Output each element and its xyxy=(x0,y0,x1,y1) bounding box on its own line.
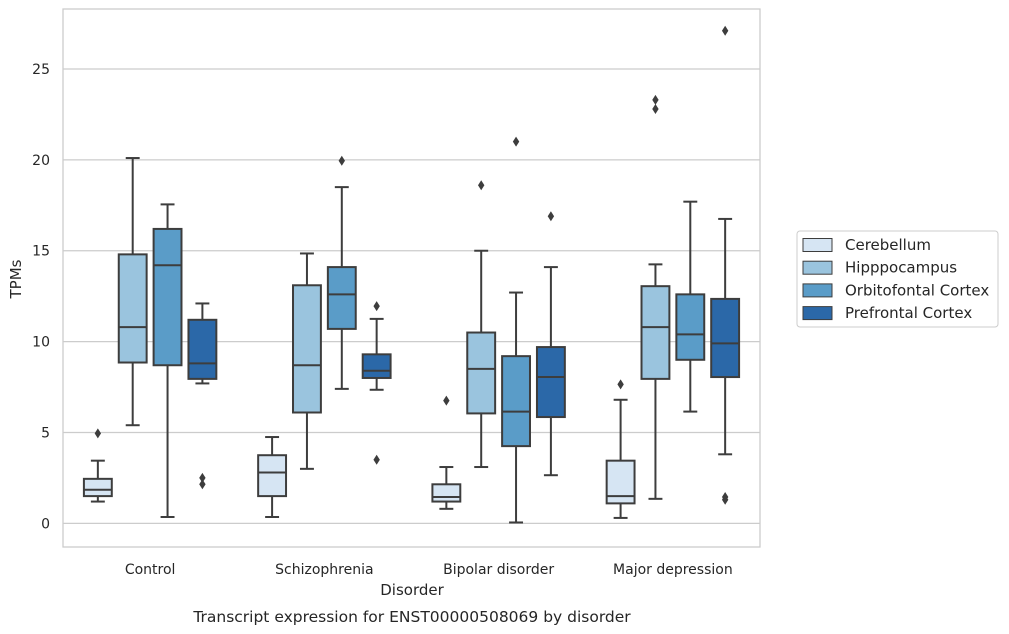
box-iqr xyxy=(117,253,148,364)
box-iqr xyxy=(501,355,531,448)
box-iqr xyxy=(710,297,741,379)
legend-swatch xyxy=(802,283,833,298)
box-iqr xyxy=(326,266,357,330)
box-iqr xyxy=(640,285,671,380)
y-tick-label: 15 xyxy=(32,244,50,260)
x-tick-label: Major depression xyxy=(613,562,733,578)
box-plot-series xyxy=(82,25,741,524)
x-tick-labels: Control Schizophrenia Bipolar disorder Majo… xyxy=(125,562,733,578)
legend-label: Cerebellum xyxy=(845,236,931,254)
outlier-point xyxy=(373,301,380,312)
x-tick-label: Bipolar disorder xyxy=(443,562,554,578)
outlier-point xyxy=(547,211,555,222)
plot-frame xyxy=(62,8,761,548)
box-iqr xyxy=(361,353,392,379)
series-group xyxy=(117,94,671,500)
outlier-point xyxy=(512,136,520,147)
legend-swatch xyxy=(802,306,833,321)
legend-item: Hipppocampus xyxy=(802,259,957,277)
y-tick-label: 25 xyxy=(32,62,50,78)
outlier-point xyxy=(478,180,485,191)
outlier-point xyxy=(721,25,729,36)
box-iqr xyxy=(187,318,218,380)
outlier-point xyxy=(652,103,659,114)
box-iqr xyxy=(82,477,113,498)
outlier-point xyxy=(338,155,345,166)
chart-caption: Transcript expression for ENST0000050806… xyxy=(192,608,631,626)
y-tick-label: 20 xyxy=(32,153,50,169)
y-tick-labels: 0 5 10 15 20 25 xyxy=(32,62,50,532)
legend-item: Prefrontal Cortex xyxy=(802,304,972,322)
legend: Cerebellum Hipppocampus Orbitofontal Corte… xyxy=(796,230,999,328)
outlier-point xyxy=(721,492,729,503)
box-iqr xyxy=(152,227,183,367)
box-iqr xyxy=(257,454,288,498)
outlier-point xyxy=(373,454,380,465)
legend-item: Cerebellum xyxy=(802,236,931,254)
outlier-point xyxy=(652,94,659,105)
box-iqr xyxy=(675,293,706,361)
x-tick-label: Control xyxy=(125,562,176,578)
outlier-point xyxy=(94,428,102,439)
y-tick-label: 10 xyxy=(32,335,50,351)
legend-label: Hipppocampus xyxy=(845,259,957,277)
legend-label: Prefrontal Cortex xyxy=(845,304,972,322)
outlier-point xyxy=(199,479,206,490)
legend-frame xyxy=(796,230,999,328)
y-axis-label: TPMs xyxy=(7,259,25,299)
box-iqr xyxy=(535,346,566,419)
y-tick-label: 5 xyxy=(41,425,50,441)
legend-swatch xyxy=(802,238,833,252)
legend-swatch xyxy=(802,260,833,275)
x-axis-label: Disorder xyxy=(380,581,444,599)
legend-label: Orbitofontal Cortex xyxy=(845,281,989,299)
legend-item: Orbitofontal Cortex xyxy=(802,281,989,299)
series-group xyxy=(82,379,636,519)
outlier-point xyxy=(443,395,450,406)
outlier-point xyxy=(617,379,624,390)
box-iqr xyxy=(431,483,462,503)
x-tick-label: Schizophrenia xyxy=(275,562,373,578)
series-group xyxy=(152,136,706,524)
box-iqr xyxy=(292,284,322,414)
series-group xyxy=(187,25,741,505)
y-tick-label: 0 xyxy=(41,516,50,532)
outlier-point xyxy=(199,472,206,483)
box-iqr xyxy=(466,331,497,415)
